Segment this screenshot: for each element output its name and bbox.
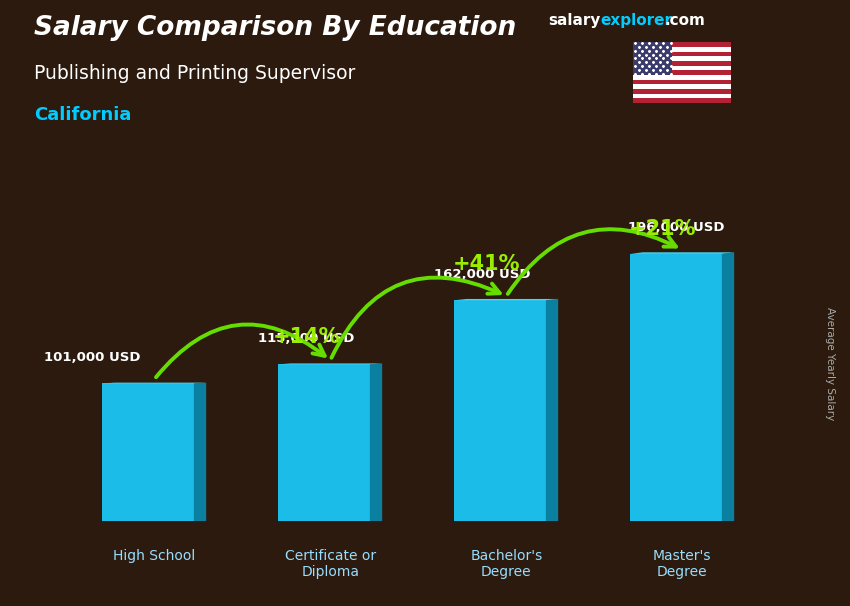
Polygon shape — [546, 299, 558, 521]
Bar — [633, 75, 731, 80]
Text: Average Yearly Salary: Average Yearly Salary — [824, 307, 835, 420]
Bar — [633, 89, 731, 94]
Text: Bachelor's
Degree: Bachelor's Degree — [470, 549, 542, 579]
Bar — [633, 52, 731, 56]
Text: salary: salary — [548, 13, 601, 28]
Polygon shape — [194, 382, 207, 521]
Bar — [633, 65, 731, 70]
Text: 115,000 USD: 115,000 USD — [258, 331, 354, 345]
Text: +41%: +41% — [452, 255, 519, 275]
Bar — [633, 70, 731, 75]
Bar — [633, 56, 731, 61]
Text: 196,000 USD: 196,000 USD — [628, 221, 724, 235]
Polygon shape — [278, 364, 370, 521]
Polygon shape — [102, 384, 194, 521]
Text: California: California — [34, 106, 132, 124]
Polygon shape — [455, 299, 558, 300]
Text: +21%: +21% — [628, 219, 696, 239]
Text: 162,000 USD: 162,000 USD — [434, 268, 530, 281]
Text: Salary Comparison By Education: Salary Comparison By Education — [34, 15, 516, 41]
Polygon shape — [455, 300, 546, 521]
Polygon shape — [722, 252, 734, 521]
Text: +14%: +14% — [273, 327, 340, 347]
Text: 101,000 USD: 101,000 USD — [43, 351, 140, 364]
Bar — [633, 42, 731, 47]
Bar — [633, 47, 731, 52]
Text: Master's
Degree: Master's Degree — [653, 549, 711, 579]
Bar — [633, 94, 731, 98]
Polygon shape — [631, 254, 722, 521]
Text: High School: High School — [113, 549, 196, 563]
Bar — [633, 84, 731, 89]
Bar — [633, 80, 731, 84]
Polygon shape — [631, 252, 734, 254]
Bar — [633, 61, 731, 65]
Text: Publishing and Printing Supervisor: Publishing and Printing Supervisor — [34, 64, 355, 82]
Text: explorer: explorer — [600, 13, 672, 28]
Polygon shape — [102, 382, 207, 384]
Bar — [633, 42, 672, 75]
Polygon shape — [370, 364, 382, 521]
Text: Certificate or
Diploma: Certificate or Diploma — [285, 549, 376, 579]
Bar — [633, 98, 731, 103]
Text: .com: .com — [665, 13, 706, 28]
